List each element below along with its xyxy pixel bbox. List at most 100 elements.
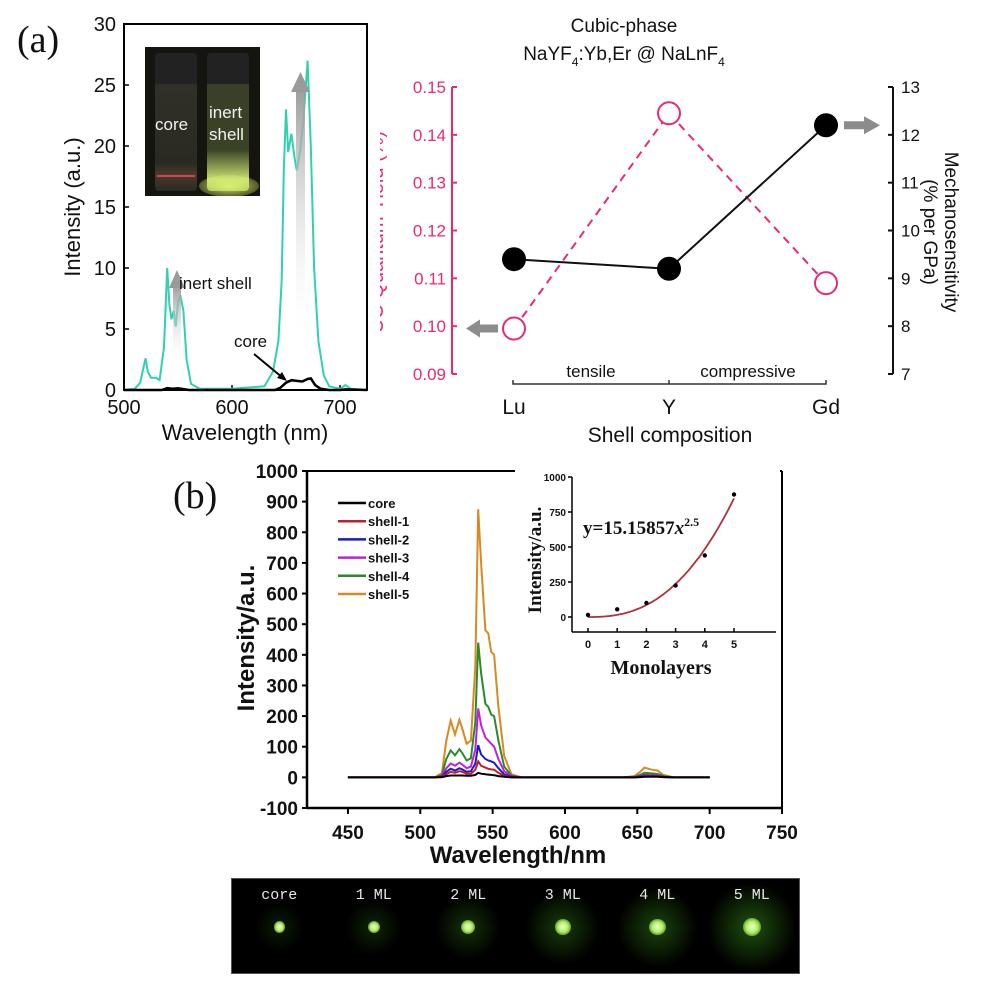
y-tick-label: 700 (266, 554, 298, 575)
y-tick-label: 20 (94, 136, 116, 158)
data-point (644, 600, 649, 606)
vial-shell (207, 53, 249, 191)
series-line-shell-2 (347, 744, 710, 779)
x-tick-label: 600 (215, 397, 248, 419)
inset-x-tick-label: 3 (673, 639, 679, 651)
panel-a-label: (a) (17, 19, 60, 61)
y-tick-label: 200 (266, 707, 298, 728)
y-tick-label: 300 (266, 676, 298, 697)
vial-shell-glow (199, 175, 259, 196)
y-tick-label: 30 (94, 14, 116, 36)
strain-label-tensile: tensile (566, 362, 615, 381)
inset-y-tick-label: 1000 (544, 473, 567, 484)
category-label-y: Y (662, 396, 676, 419)
spectra-chart-a: 0 5 10 15 20 25 30 500 600 700 Intensity (a.u.) W… (60, 14, 368, 445)
photo-label: 2 ML (450, 887, 487, 904)
data-point (615, 607, 620, 612)
photo-cell: 4 ML (610, 879, 705, 973)
y-tick-label: 600 (266, 585, 298, 606)
inset-x-axis-label: Monolayers (610, 657, 711, 679)
y-axis-label: Intensity (a.u.) (60, 137, 85, 276)
right-y-tick-label: 7 (901, 365, 910, 384)
legend-label-shell-1: shell-1 (368, 514, 409, 529)
y-tick-label: 15 (94, 197, 116, 219)
y-axis-label: Intensity/a.u. (233, 565, 260, 712)
y-tick-label: 900 (266, 493, 298, 514)
photo-label: 1 ML (355, 887, 392, 904)
right-y-tick-label: 12 (901, 126, 920, 145)
series-line-core (347, 771, 710, 779)
x-axis-label: Wavelength (nm) (162, 420, 329, 445)
x-tick-label: 700 (323, 397, 356, 419)
luminescence-spot (273, 921, 285, 933)
inset-x-tick-label: 5 (731, 639, 737, 651)
luminescence-spot (649, 918, 666, 936)
vial-label-shell: shell (209, 125, 244, 144)
strain-label-compressive: compressive (700, 362, 795, 381)
legend-label-shell-3: shell-3 (368, 551, 409, 566)
legend-label-shell-5: shell-5 (368, 587, 409, 602)
right-y-tick-label: 10 (901, 222, 920, 241)
vial-core-red-band (157, 175, 195, 177)
left-y-axis-label: UC Quantum Yield (%) (380, 131, 388, 333)
inset-y-tick-label: 0 (560, 613, 566, 624)
qy-point-Gd (814, 271, 838, 296)
luminescence-spot (367, 920, 380, 934)
qy-series-line (513, 111, 827, 330)
annotation-inert-shell: inert shell (179, 274, 252, 293)
legend-label-core: core (368, 496, 395, 511)
x-tick-label: 500 (404, 823, 436, 844)
y-tick-label: 1000 (256, 462, 298, 483)
left-y-tick-label: 0.13 (413, 174, 446, 193)
photo-cell: 2 ML (421, 879, 516, 973)
photo-label: core (261, 887, 298, 904)
plot-frame (123, 23, 368, 391)
photo-label: 3 ML (544, 887, 581, 904)
category-label-lu: Lu (502, 396, 525, 419)
right-y-tick-label: 8 (901, 317, 910, 336)
inset-x-tick-label: 2 (643, 639, 649, 651)
left-axis-arrow-icon (466, 319, 498, 338)
increase-arrow-green (169, 270, 185, 364)
right-y-tick-label: 13 (901, 78, 920, 97)
y-tick-label: -100 (260, 799, 298, 820)
series-line-shell-5 (347, 509, 710, 779)
vial-core (155, 53, 197, 191)
inset-y-axis-label: Intensity/a.u. (525, 507, 546, 614)
x-axis-label: Wavelength/nm (430, 842, 606, 869)
x-axis-label: Shell composition (588, 424, 753, 447)
y-tick-label: 10 (94, 258, 116, 280)
photo-cell: 3 ML (516, 879, 611, 973)
mechanosensitivity-series-line (513, 124, 827, 270)
photo-cell: core (232, 879, 327, 973)
inset-y-tick-label: 750 (549, 508, 566, 519)
y-tick-label: 0 (105, 380, 116, 402)
left-y-tick-label: 0.10 (413, 317, 446, 336)
right-axis-arrow-icon (844, 116, 880, 135)
y-tick-label: 5 (105, 319, 116, 341)
y-tick-label: 25 (94, 75, 116, 97)
strain-bracket (512, 380, 827, 385)
left-y-tick-label: 0.15 (413, 78, 446, 97)
category-label-gd: Gd (812, 396, 840, 419)
annotation-core: core (234, 332, 267, 351)
vial-photo-inset: core inert shell (145, 47, 260, 196)
inset-x-tick-label: 1 (614, 639, 620, 651)
core-pointer-arrow (253, 353, 287, 381)
x-tick-label: 650 (621, 823, 653, 844)
left-y-tick-label: 0.09 (413, 365, 446, 384)
series-line-shell-3 (347, 708, 710, 779)
legend-label-shell-2: shell-2 (368, 532, 409, 547)
legend-label-shell-4: shell-4 (368, 569, 410, 584)
series-line-shell-4 (347, 642, 710, 779)
mechanosensitivity-point-Gd (814, 113, 838, 138)
left-y-tick-label: 0.14 (413, 126, 446, 145)
x-tick-label: 750 (766, 823, 798, 844)
right-y-tick-label: 9 (901, 269, 910, 288)
inset-y-tick-label: 250 (549, 578, 566, 589)
y-tick-label: 500 (266, 615, 298, 636)
qy-point-Y (657, 101, 681, 126)
series-line-inert-shell (123, 60, 368, 391)
x-tick-label: 550 (477, 823, 509, 844)
luminescence-spot (742, 918, 761, 936)
